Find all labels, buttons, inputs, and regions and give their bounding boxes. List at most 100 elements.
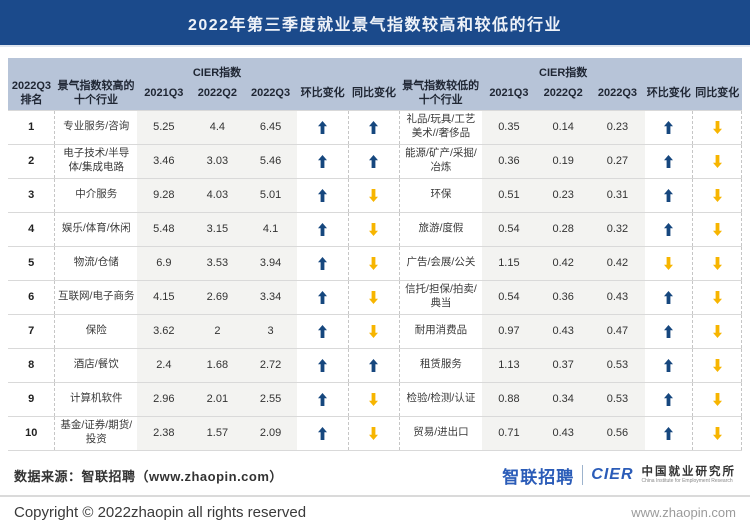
page-title: 2022年第三季度就业景气指数较高和较低的行业	[187, 16, 563, 34]
up-arrow-icon	[317, 290, 327, 304]
up-arrow-icon	[317, 426, 327, 440]
up-arrow-icon	[317, 188, 327, 202]
index-value-cell: 0.34	[536, 381, 591, 416]
up-arrow-icon	[317, 120, 327, 134]
up-arrow-icon	[317, 358, 327, 372]
yoy-arrow-cell	[692, 347, 742, 382]
index-value-cell: 0.14	[536, 109, 591, 144]
cier-logo: CIER	[591, 466, 634, 483]
up-arrow-icon	[317, 222, 327, 236]
quarter-header-right-3: 2022Q3	[590, 83, 645, 110]
index-value-cell: 4.15	[137, 279, 191, 314]
mom-arrow-cell	[296, 313, 349, 348]
quarter-header-left-1: 2021Q3	[137, 83, 191, 110]
industry-name-cell: 租赁服务	[399, 347, 482, 382]
industry-name-cell: 中介服务	[54, 177, 138, 212]
copyright-text: Copyright © 2022zhaopin all rights reser…	[14, 503, 307, 521]
up-arrow-icon	[664, 188, 674, 202]
index-value-cell: 0.42	[590, 245, 645, 280]
index-value-cell: 2.38	[137, 415, 191, 450]
index-value-cell: 0.27	[590, 143, 645, 178]
high-industries-header: 景气指数较高的 十个行业	[54, 58, 138, 110]
mom-change-header-right: 环比变化	[644, 83, 693, 110]
industry-name-cell: 物流/仓储	[54, 245, 138, 280]
down-arrow-icon	[712, 188, 722, 202]
mom-arrow-cell	[644, 177, 693, 212]
index-value-cell: 3.46	[137, 143, 191, 178]
table-row: 4 娱乐/体育/休闲 5.48 3.15 4.1 旅游/度假 0.54 0.28 0.3…	[8, 211, 742, 246]
logo-divider	[582, 465, 584, 485]
mom-arrow-cell	[296, 347, 349, 382]
index-value-cell: 0.51	[481, 177, 537, 212]
yoy-change-header-left: 同比变化	[348, 83, 400, 110]
yoy-arrow-cell	[692, 211, 742, 246]
rank-cell: 7	[8, 313, 55, 348]
yoy-arrow-cell	[692, 143, 742, 178]
industry-name-cell: 贸易/进出口	[399, 415, 482, 450]
index-value-cell: 0.43	[536, 313, 591, 348]
industry-name-cell: 互联网/电子商务	[54, 279, 138, 314]
mom-arrow-cell	[644, 109, 693, 144]
index-value-cell: 2.96	[137, 381, 191, 416]
rank-cell: 8	[8, 347, 55, 382]
down-arrow-icon	[712, 290, 722, 304]
index-value-cell: 0.47	[590, 313, 645, 348]
quarter-header-left-3: 2022Q3	[244, 83, 297, 110]
index-value-cell: 0.56	[590, 415, 645, 450]
table-row: 3 中介服务 9.28 4.03 5.01 环保 0.51 0.23 0.31	[8, 177, 742, 212]
mom-arrow-cell	[644, 347, 693, 382]
divider-line	[0, 494, 750, 497]
down-arrow-icon	[369, 256, 379, 270]
industry-index-table: 2022Q3 排名 景气指数较高的 十个行业 CIER指数 景气指数较低的 十个…	[8, 58, 742, 451]
footer-logos: 智联招聘 CIER 中国就业研究所 China Institute for Em…	[502, 463, 736, 488]
down-arrow-icon	[712, 256, 722, 270]
down-arrow-icon	[664, 256, 674, 270]
website-url: www.zhaopin.com	[631, 504, 736, 520]
index-value-cell: 4.4	[190, 109, 245, 144]
yoy-arrow-cell	[347, 211, 400, 246]
index-value-cell: 5.01	[244, 177, 297, 212]
yoy-arrow-cell	[347, 313, 400, 348]
rank-header: 2022Q3 排名	[8, 58, 55, 110]
yoy-arrow-cell	[692, 245, 742, 280]
down-arrow-icon	[712, 222, 722, 236]
mom-arrow-cell	[644, 381, 693, 416]
yoy-arrow-cell	[692, 279, 742, 314]
up-arrow-icon	[369, 120, 379, 134]
industry-name-cell: 能源/矿产/采掘/冶炼	[399, 143, 482, 178]
index-value-cell: 0.88	[481, 381, 537, 416]
quarter-header-left-2: 2022Q2	[190, 83, 245, 110]
index-value-cell: 0.37	[536, 347, 591, 382]
index-value-cell: 2.09	[244, 415, 297, 450]
industry-name-cell: 耐用消费品	[399, 313, 482, 348]
rank-cell: 6	[8, 279, 55, 314]
index-value-cell: 3.15	[190, 211, 245, 246]
index-value-cell: 1.68	[190, 347, 245, 382]
mom-arrow-cell	[296, 109, 349, 144]
down-arrow-icon	[712, 392, 722, 406]
index-value-cell: 1.13	[481, 347, 537, 382]
spacer-header-left	[296, 58, 400, 83]
mom-change-header-left: 环比变化	[296, 83, 349, 110]
index-value-cell: 0.43	[590, 279, 645, 314]
industry-name-cell: 保险	[54, 313, 138, 348]
table-row: 5 物流/仓储 6.9 3.53 3.94 广告/会展/公关 1.15 0.42 0.4…	[8, 245, 742, 280]
down-arrow-icon	[712, 324, 722, 338]
table-row: 8 酒店/餐饮 2.4 1.68 2.72 租赁服务 1.13 0.37 0.53	[8, 347, 742, 382]
up-arrow-icon	[317, 324, 327, 338]
zhaopin-logo: 智联招聘	[502, 467, 575, 487]
index-value-cell: 2.4	[137, 347, 191, 382]
mom-arrow-cell	[296, 415, 349, 450]
mom-arrow-cell	[644, 279, 693, 314]
down-arrow-icon	[712, 358, 722, 372]
spacer-header-right	[644, 58, 742, 83]
table-row: 6 互联网/电子商务 4.15 2.69 3.34 信托/担保/拍卖/典当 0.54…	[8, 279, 742, 314]
rank-header-line1: 2022Q3	[11, 80, 52, 92]
down-arrow-icon	[369, 222, 379, 236]
up-arrow-icon	[664, 154, 674, 168]
index-value-cell: 0.97	[481, 313, 537, 348]
up-arrow-icon	[664, 392, 674, 406]
up-arrow-icon	[317, 392, 327, 406]
industry-name-cell: 礼品/玩具/工艺美术//奢侈品	[399, 109, 482, 144]
table-row: 2 电子技术/半导体/集成电路 3.46 3.03 5.46 能源/矿产/采掘/冶炼…	[8, 143, 742, 178]
